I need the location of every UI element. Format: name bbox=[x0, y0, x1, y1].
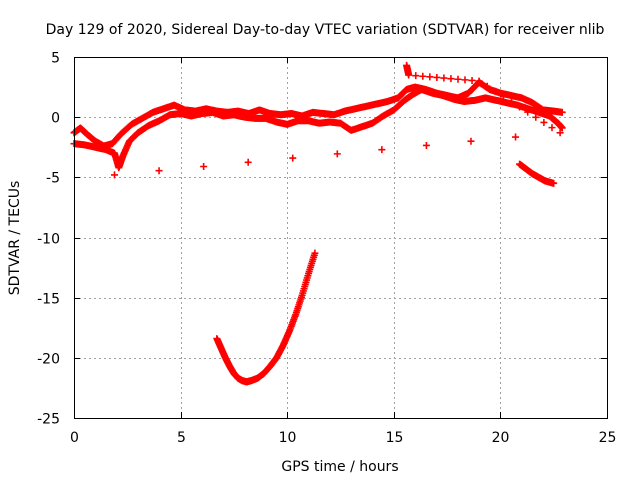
x-tick-label: 0 bbox=[70, 430, 79, 446]
data-points bbox=[70, 61, 566, 386]
y-tick-label: -25 bbox=[37, 412, 60, 428]
data-point bbox=[540, 118, 548, 126]
data-point bbox=[111, 171, 119, 179]
series-sdtvar-spikes bbox=[111, 61, 564, 179]
data-point bbox=[516, 103, 524, 111]
data-point bbox=[311, 249, 319, 257]
data-point bbox=[483, 82, 491, 90]
data-point bbox=[550, 179, 558, 187]
y-tick-label: -5 bbox=[46, 171, 60, 187]
data-point bbox=[512, 133, 520, 141]
data-point bbox=[412, 72, 420, 80]
series-sdtvar-lower-band bbox=[70, 85, 566, 172]
data-point bbox=[499, 93, 507, 101]
data-point bbox=[426, 73, 434, 81]
y-tick-label: -20 bbox=[37, 352, 60, 368]
data-point bbox=[155, 167, 163, 175]
data-point bbox=[405, 71, 413, 79]
data-point bbox=[378, 146, 386, 154]
data-point bbox=[467, 137, 475, 145]
y-tick-label: -10 bbox=[37, 232, 60, 248]
data-point bbox=[468, 76, 476, 84]
y-tick-label: 5 bbox=[51, 51, 60, 67]
data-point bbox=[447, 75, 455, 83]
data-point bbox=[491, 87, 499, 95]
data-point bbox=[333, 150, 341, 158]
series-sdtvar-late-negative bbox=[516, 160, 558, 187]
data-point bbox=[507, 98, 515, 106]
data-point bbox=[440, 74, 448, 82]
plot-border bbox=[74, 57, 608, 419]
data-point bbox=[289, 154, 297, 162]
data-point bbox=[556, 129, 564, 137]
data-point bbox=[524, 108, 532, 116]
data-point bbox=[475, 77, 483, 85]
x-tick-label: 15 bbox=[386, 430, 404, 446]
y-axis-label: SDTVAR / TECUs bbox=[7, 181, 23, 296]
data-point bbox=[244, 158, 252, 166]
y-tick-label: 0 bbox=[51, 111, 60, 127]
data-point bbox=[454, 75, 462, 83]
x-tick-label: 10 bbox=[279, 430, 297, 446]
data-point bbox=[558, 108, 566, 116]
x-tick-label: 25 bbox=[599, 430, 617, 446]
series-sdtvar-dip bbox=[213, 249, 319, 386]
data-point bbox=[200, 163, 208, 171]
chart-title: Day 129 of 2020, Sidereal Day-to-day VTE… bbox=[46, 22, 605, 38]
x-tick-label: 20 bbox=[492, 430, 510, 446]
data-point bbox=[548, 124, 556, 132]
data-point bbox=[419, 72, 427, 80]
data-point bbox=[433, 73, 441, 81]
y-tick-label: -15 bbox=[37, 292, 60, 308]
x-axis-label: GPS time / hours bbox=[281, 459, 398, 475]
data-point bbox=[422, 141, 430, 149]
x-tick-label: 5 bbox=[177, 430, 186, 446]
data-point bbox=[461, 76, 469, 84]
data-point bbox=[558, 124, 566, 132]
data-point bbox=[532, 113, 540, 121]
